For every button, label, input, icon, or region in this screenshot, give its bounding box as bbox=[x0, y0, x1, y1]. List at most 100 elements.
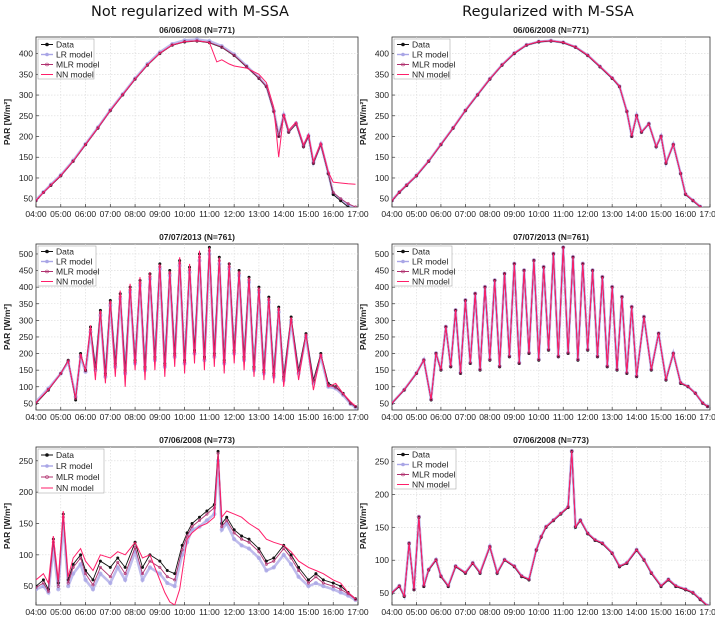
data-point bbox=[397, 190, 401, 194]
y-tick-label: 200 bbox=[375, 349, 389, 359]
x-tick-label: 17:00 bbox=[699, 209, 715, 219]
data-point bbox=[56, 587, 61, 592]
panel-title: 07/07/2013 (N=761) bbox=[513, 232, 589, 242]
data-point bbox=[108, 565, 112, 569]
data-point bbox=[165, 575, 169, 579]
x-tick-label: 14:00 bbox=[626, 209, 648, 219]
x-tick-label: 15:00 bbox=[650, 209, 672, 219]
data-point bbox=[264, 562, 268, 566]
data-point bbox=[264, 559, 268, 563]
y-tick-label: 50 bbox=[24, 194, 34, 204]
data-point bbox=[165, 580, 170, 586]
x-tick-label: 06:00 bbox=[75, 607, 97, 617]
x-tick-label: 12:00 bbox=[224, 412, 246, 422]
col-header-left: Not regularized with M-SSA bbox=[91, 4, 289, 20]
x-tick-label: 08:00 bbox=[124, 412, 146, 422]
data-point bbox=[334, 385, 338, 389]
legend-label: LR model bbox=[56, 461, 92, 471]
y-tick-label: 50 bbox=[380, 398, 390, 408]
x-tick-label: 04:00 bbox=[381, 412, 403, 422]
y-tick-label: 300 bbox=[19, 315, 33, 325]
data-point bbox=[414, 371, 418, 375]
data-point bbox=[147, 565, 153, 570]
data-point bbox=[488, 77, 492, 81]
y-axis-label: PAR [W/m²] bbox=[358, 503, 368, 549]
data-point bbox=[272, 556, 276, 560]
data-point bbox=[91, 583, 95, 587]
legend-marker bbox=[45, 42, 49, 47]
x-tick-label: 05:00 bbox=[406, 412, 428, 422]
y-tick-label: 300 bbox=[375, 90, 389, 100]
y-tick-label: 400 bbox=[19, 49, 33, 59]
x-tick-label: 10:00 bbox=[174, 607, 196, 617]
x-tick-label: 14:00 bbox=[273, 412, 295, 422]
y-tick-label: 50 bbox=[380, 194, 390, 204]
data-point bbox=[232, 531, 236, 535]
x-tick-label: 12:00 bbox=[577, 209, 599, 219]
y-tick-label: 50 bbox=[24, 398, 34, 408]
data-point bbox=[190, 525, 194, 529]
data-point bbox=[71, 159, 75, 163]
data-point bbox=[232, 53, 236, 57]
x-tick-label: 13:00 bbox=[248, 209, 270, 219]
panel-title: 07/06/2008 (N=773) bbox=[159, 435, 235, 445]
data-point bbox=[551, 518, 555, 522]
data-point bbox=[232, 528, 236, 532]
series-mlr-model bbox=[36, 451, 358, 601]
legend-marker bbox=[401, 62, 405, 67]
data-point bbox=[71, 565, 75, 569]
data-point bbox=[204, 518, 210, 523]
y-tick-label: 300 bbox=[19, 90, 33, 100]
legend-marker bbox=[401, 472, 405, 477]
data-point bbox=[338, 590, 343, 595]
y-tick-label: 150 bbox=[19, 152, 33, 162]
legend-marker bbox=[45, 62, 49, 67]
series-nn-model bbox=[36, 454, 356, 605]
y-tick-label: 50 bbox=[24, 581, 34, 591]
data-point bbox=[79, 553, 83, 557]
data-point bbox=[197, 518, 201, 522]
y-tick-label: 150 bbox=[19, 518, 33, 528]
x-tick-label: 13:00 bbox=[248, 412, 270, 422]
x-tick-label: 11:00 bbox=[553, 209, 574, 219]
data-point bbox=[115, 565, 120, 570]
data-point bbox=[503, 558, 507, 562]
series-line bbox=[36, 451, 356, 600]
data-point bbox=[282, 547, 286, 551]
y-tick-label: 50 bbox=[380, 588, 390, 598]
data-point bbox=[84, 142, 88, 146]
x-tick-label: 07:00 bbox=[100, 412, 122, 422]
data-point bbox=[321, 581, 325, 585]
data-point bbox=[108, 108, 112, 112]
data-point bbox=[321, 578, 325, 582]
y-tick-label: 250 bbox=[375, 111, 389, 121]
x-tick-label: 09:00 bbox=[149, 607, 171, 617]
x-tick-label: 15:00 bbox=[298, 209, 320, 219]
data-point bbox=[240, 537, 244, 541]
data-point bbox=[141, 565, 145, 569]
data-point bbox=[476, 93, 480, 97]
data-point bbox=[313, 580, 318, 586]
x-tick-label: 14:00 bbox=[273, 209, 295, 219]
data-point bbox=[402, 388, 406, 392]
x-tick-label: 08:00 bbox=[124, 209, 146, 219]
x-tick-label: 07:00 bbox=[100, 209, 122, 219]
x-tick-label: 06:00 bbox=[75, 412, 97, 422]
data-point bbox=[339, 199, 343, 203]
y-tick-label: 100 bbox=[375, 382, 389, 392]
legend-marker bbox=[45, 475, 49, 479]
data-point bbox=[471, 561, 475, 565]
data-point bbox=[297, 569, 301, 573]
y-tick-label: 400 bbox=[375, 282, 389, 292]
data-point bbox=[59, 173, 63, 177]
y-axis-label: PAR [W/m²] bbox=[2, 99, 12, 145]
x-tick-label: 08:00 bbox=[479, 607, 501, 617]
data-point bbox=[240, 534, 244, 538]
x-tick-label: 05:00 bbox=[50, 412, 72, 422]
data-point bbox=[698, 597, 702, 601]
data-point bbox=[123, 565, 127, 569]
data-point bbox=[205, 512, 209, 516]
x-tick-label: 04:00 bbox=[25, 209, 47, 219]
data-point bbox=[71, 562, 75, 566]
x-tick-label: 09:00 bbox=[149, 209, 171, 219]
